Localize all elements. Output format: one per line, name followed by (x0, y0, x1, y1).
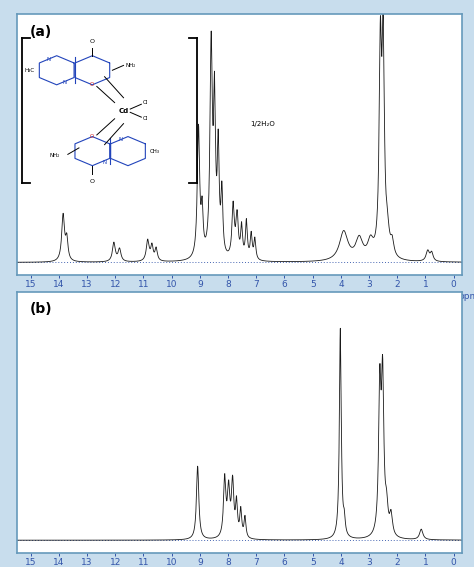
Text: (a): (a) (30, 24, 52, 39)
Text: 1/2H₂O: 1/2H₂O (250, 121, 275, 127)
Text: (b): (b) (30, 302, 53, 316)
Text: ppm: ppm (458, 292, 474, 301)
